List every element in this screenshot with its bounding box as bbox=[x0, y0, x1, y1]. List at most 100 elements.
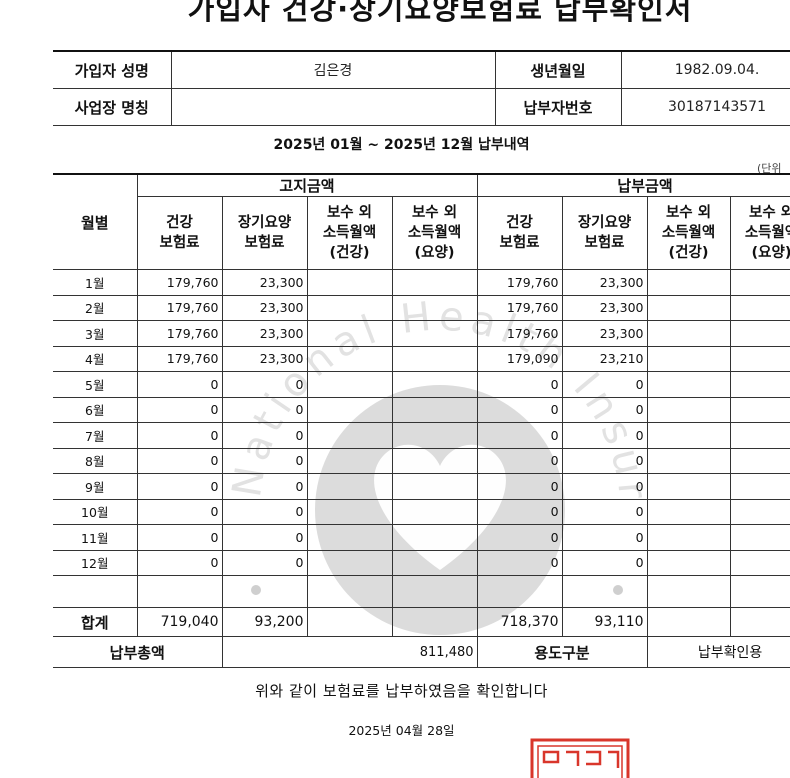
total-paid-ltc: 93,110 bbox=[561, 607, 648, 637]
official-seal-stamp bbox=[530, 738, 630, 778]
paid-extra-health-cell bbox=[646, 294, 731, 321]
total-billed-health: 719,040 bbox=[136, 607, 223, 637]
paid-extra-ltc-cell bbox=[729, 396, 790, 423]
billed-extra-ltc-cell bbox=[391, 345, 478, 372]
billed-extra-health-cell bbox=[306, 269, 393, 296]
paid-ltc-cell: 0 bbox=[561, 524, 648, 551]
paid-health-cell: 179,090 bbox=[476, 345, 563, 372]
paid-health-cell: 0 bbox=[476, 422, 563, 449]
billed-extra-ltc-cell bbox=[391, 498, 478, 525]
billed-extra-health-cell bbox=[306, 549, 393, 576]
name-label: 가입자 성명 bbox=[53, 50, 172, 89]
billed-extra-ltc-cell bbox=[391, 269, 478, 296]
paid-extra-health-cell bbox=[646, 422, 731, 449]
billed-extra-ltc-cell bbox=[391, 320, 478, 347]
billed-health-cell: 0 bbox=[136, 524, 223, 551]
paid-health-cell: 0 bbox=[476, 447, 563, 474]
billed-ltc-header: 장기요양 보험료 bbox=[221, 196, 308, 270]
total-label: 합계 bbox=[53, 607, 138, 637]
billed-health-cell: 0 bbox=[136, 371, 223, 398]
billed-ltc-cell: 0 bbox=[221, 422, 308, 449]
table-row: 10월 0 0 0 0 bbox=[53, 498, 790, 525]
billed-extra-health-cell bbox=[306, 498, 393, 525]
paid-ltc-cell: 0 bbox=[561, 422, 648, 449]
month-cell: 7월 bbox=[53, 422, 138, 449]
billed-extra-health-cell bbox=[306, 294, 393, 321]
billed-header: 고지금액 bbox=[136, 173, 478, 197]
table-row: 5월 0 0 0 0 bbox=[53, 371, 790, 398]
paid-health-cell: 0 bbox=[476, 473, 563, 500]
paid-extra-ltc-cell bbox=[729, 371, 790, 398]
paid-extra-health-cell bbox=[646, 371, 731, 398]
billed-extra-health-header: 보수 외 소득월액 (건강) bbox=[306, 196, 393, 270]
paid-ltc-cell: 23,300 bbox=[561, 294, 648, 321]
month-header: 월별 bbox=[53, 173, 138, 270]
paid-extra-ltc-cell bbox=[729, 422, 790, 449]
month-cell: 10월 bbox=[53, 498, 138, 525]
billed-health-cell: 0 bbox=[136, 396, 223, 423]
month-cell: 2월 bbox=[53, 294, 138, 321]
table-row: 7월 0 0 0 0 bbox=[53, 422, 790, 449]
paid-ltc-cell: 0 bbox=[561, 447, 648, 474]
paid-health-cell: 0 bbox=[476, 396, 563, 423]
issue-date: 2025년 04월 28일 bbox=[348, 723, 455, 738]
paid-extra-health-cell bbox=[646, 396, 731, 423]
paid-ltc-cell: 23,300 bbox=[561, 269, 648, 296]
billed-ltc-cell: 0 bbox=[221, 498, 308, 525]
paid-ltc-cell: 0 bbox=[561, 498, 648, 525]
billed-ltc-cell: 0 bbox=[221, 447, 308, 474]
paid-extra-health-cell bbox=[646, 447, 731, 474]
table-row: 1월 179,760 23,300 179,760 23,300 bbox=[53, 269, 790, 296]
paid-extra-ltc-cell bbox=[729, 294, 790, 321]
total-row: 합계 719,040 93,200 718,370 93,110 bbox=[53, 607, 790, 637]
period-title: 2025년 01월 ~ 2025년 12월 납부내역 bbox=[273, 137, 530, 153]
paid-extra-ltc-cell bbox=[729, 524, 790, 551]
payment-table: 월별 고지금액 납부금액 건강 보험료 장기요양 보험료 보수 외 소득월액 (… bbox=[53, 173, 790, 668]
paid-health-cell: 179,760 bbox=[476, 269, 563, 296]
paid-extra-health-header: 보수 외 소득월액 (건강) bbox=[646, 196, 731, 270]
billed-health-cell: 179,760 bbox=[136, 294, 223, 321]
billed-ltc-cell: 0 bbox=[221, 524, 308, 551]
billed-extra-ltc-cell bbox=[391, 447, 478, 474]
billed-ltc-cell: 0 bbox=[221, 371, 308, 398]
billed-health-cell: 0 bbox=[136, 422, 223, 449]
table-row: 11월 0 0 0 0 bbox=[53, 524, 790, 551]
paid-extra-ltc-header: 보수 외 소득월액 (요양) bbox=[729, 196, 790, 270]
billed-ltc-cell: 23,300 bbox=[221, 320, 308, 347]
billed-health-cell: 0 bbox=[136, 447, 223, 474]
billed-health-cell: 179,760 bbox=[136, 269, 223, 296]
workplace-value bbox=[170, 88, 496, 126]
paid-extra-ltc-cell bbox=[729, 320, 790, 347]
paid-extra-health-cell bbox=[646, 549, 731, 576]
billed-ltc-cell: 23,300 bbox=[221, 294, 308, 321]
table-row: 2월 179,760 23,300 179,760 23,300 bbox=[53, 294, 790, 321]
billed-extra-ltc-cell bbox=[391, 294, 478, 321]
billed-health-cell: 0 bbox=[136, 473, 223, 500]
payer-no-value: 30187143571 bbox=[620, 88, 790, 126]
paid-ltc-cell: 0 bbox=[561, 396, 648, 423]
billed-ltc-cell: 23,300 bbox=[221, 345, 308, 372]
billed-extra-health-cell bbox=[306, 371, 393, 398]
billed-extra-ltc-header: 보수 외 소득월액 (요양) bbox=[391, 196, 478, 270]
billed-health-cell: 179,760 bbox=[136, 320, 223, 347]
paid-ltc-cell: 0 bbox=[561, 473, 648, 500]
paid-health-header: 건강 보험료 bbox=[476, 196, 563, 270]
payer-no-label: 납부자번호 bbox=[494, 88, 622, 126]
paid-extra-ltc-cell bbox=[729, 498, 790, 525]
paid-ltc-header: 장기요양 보험료 bbox=[561, 196, 648, 270]
billed-extra-ltc-cell bbox=[391, 473, 478, 500]
purpose-label: 용도구분 bbox=[476, 636, 648, 668]
table-row: 8월 0 0 0 0 bbox=[53, 447, 790, 474]
month-cell: 1월 bbox=[53, 269, 138, 296]
billed-extra-ltc-cell bbox=[391, 549, 478, 576]
table-spacer-row bbox=[53, 575, 790, 608]
month-cell: 9월 bbox=[53, 473, 138, 500]
paid-extra-health-cell bbox=[646, 320, 731, 347]
billed-health-cell: 0 bbox=[136, 498, 223, 525]
confirmation-text: 위와 같이 보험료를 납부하였음을 확인합니다 bbox=[255, 682, 548, 700]
billed-extra-health-cell bbox=[306, 320, 393, 347]
grand-total-row: 납부총액 811,480 용도구분 납부확인용 bbox=[53, 636, 790, 668]
table-row: 3월 179,760 23,300 179,760 23,300 bbox=[53, 320, 790, 347]
billed-extra-ltc-cell bbox=[391, 524, 478, 551]
paid-ltc-cell: 23,300 bbox=[561, 320, 648, 347]
